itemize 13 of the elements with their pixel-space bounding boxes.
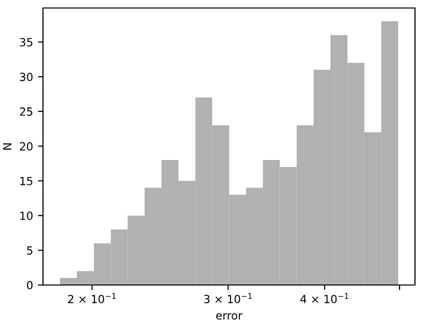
x-tick-label: 2 × 10$^{−1}$ [68,293,116,304]
y-tick-label: 35 [20,38,32,46]
y-tick-label: 30 [20,72,33,82]
y-tick-label: 25 [20,107,32,116]
x-axis-title: error [216,313,242,320]
y-tick-label: 5 [27,246,32,255]
y-tick-label: 10 [20,212,33,220]
y-axis-title: N [3,143,12,150]
y-tick-label: 0 [26,280,33,290]
y-tick-label: 15 [20,176,32,186]
x-tick-label: 3 × 10$^{−1}$ [204,293,252,304]
x-tick-label: 4 × 10$^{−1}$ [300,293,348,304]
y-tick-label: 20 [20,142,33,151]
